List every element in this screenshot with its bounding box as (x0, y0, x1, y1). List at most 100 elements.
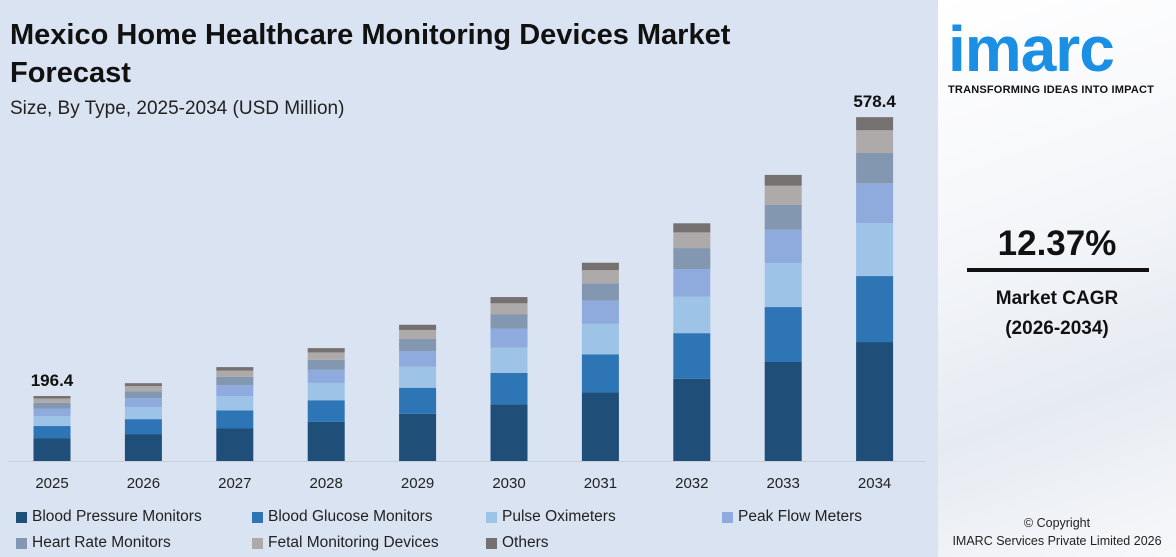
legend-item: Blood Glucose Monitors (252, 508, 433, 526)
bar-segment-others-2025 (33, 396, 71, 399)
x-tick-label: 2027 (218, 475, 251, 492)
x-tick-label: 2031 (584, 475, 617, 492)
legend-swatch (252, 537, 263, 549)
bar-segment-blood-glucose-monitors-2029 (399, 387, 437, 414)
copyright-owner: IMARC Services Private Limited 2026 (952, 534, 1162, 548)
bar-segment-pulse-oximeters-2032 (673, 296, 711, 334)
bar-segment-blood-glucose-monitors-2028 (307, 400, 345, 422)
legend-item: Others (486, 534, 549, 552)
total-label: 196.4 (31, 371, 74, 390)
bar-segment-fetal-monitoring-devices-2033 (764, 185, 802, 205)
x-tick-label: 2026 (127, 475, 160, 492)
bar-segment-heart-rate-monitors-2032 (673, 248, 711, 269)
bar-segment-pulse-oximeters-2034 (856, 223, 894, 277)
bar-segment-pulse-oximeters-2030 (490, 347, 528, 373)
legend-label: Blood Glucose Monitors (268, 508, 433, 525)
bar-segment-others-2030 (490, 297, 528, 304)
legend-label: Fetal Monitoring Devices (268, 534, 439, 551)
legend-item: Peak Flow Meters (722, 508, 862, 526)
bar-segment-others-2027 (216, 367, 254, 371)
bar-segment-blood-glucose-monitors-2026 (124, 419, 162, 435)
bar-segment-pulse-oximeters-2026 (124, 407, 162, 420)
bar-segment-heart-rate-monitors-2033 (764, 204, 802, 230)
bar-segment-peak-flow-meters-2029 (399, 350, 437, 367)
bar-segment-blood-pressure-monitors-2030 (490, 404, 528, 461)
bar-segment-blood-pressure-monitors-2028 (307, 421, 345, 461)
info-panel: imarc TRANSFORMING IDEAS INTO IMPACT 12.… (938, 0, 1176, 557)
bar-segment-heart-rate-monitors-2034 (856, 152, 894, 184)
bar-segment-blood-glucose-monitors-2033 (764, 307, 802, 362)
bar-segment-fetal-monitoring-devices-2029 (399, 329, 437, 339)
legend-label: Blood Pressure Monitors (32, 508, 202, 525)
bar-segment-peak-flow-meters-2025 (33, 408, 71, 417)
divider (967, 268, 1149, 272)
bar-segment-blood-glucose-monitors-2027 (216, 410, 254, 429)
bar-segment-others-2028 (307, 348, 345, 353)
bar-segment-others-2034 (856, 117, 894, 131)
legend-swatch (486, 537, 497, 549)
bar-segment-pulse-oximeters-2033 (764, 262, 802, 308)
bar-segment-pulse-oximeters-2028 (307, 382, 345, 401)
stacked-bar-chart: 2025 196.4 2026 2027 2028 2029 2030 2031 2032 203… (8, 92, 925, 492)
bar-segment-heart-rate-monitors-2028 (307, 359, 345, 370)
bar-segment-blood-glucose-monitors-2032 (673, 333, 711, 379)
bar-segment-peak-flow-meters-2028 (307, 369, 345, 383)
total-label: 578.4 (853, 92, 896, 111)
bar-segment-others-2026 (124, 383, 162, 387)
x-tick-label: 2025 (35, 475, 68, 492)
bar-segment-pulse-oximeters-2031 (581, 323, 619, 355)
cagr-label: Market CAGR (2026-2034) (938, 284, 1176, 344)
legend-swatch (486, 511, 497, 523)
bar-segment-others-2033 (764, 174, 802, 186)
cagr-value: 12.37% (997, 224, 1117, 263)
bar-segment-fetal-monitoring-devices-2034 (856, 130, 894, 153)
chart-title: Mexico Home Healthcare Monitoring Device… (10, 19, 731, 89)
bar-segment-peak-flow-meters-2030 (490, 328, 528, 348)
bar-segment-fetal-monitoring-devices-2031 (581, 270, 619, 284)
bar-segment-blood-pressure-monitors-2029 (399, 413, 437, 461)
bar-segment-fetal-monitoring-devices-2026 (124, 386, 162, 392)
bar-segment-peak-flow-meters-2034 (856, 183, 894, 224)
imarc-logo: imarc TRANSFORMING IDEAS INTO IMPACT (948, 14, 1173, 96)
cagr-period: (2026-2034) (1005, 318, 1109, 339)
legend-label: Others (502, 534, 549, 551)
logo-wordmark: imarc (948, 13, 1115, 85)
bar-segment-heart-rate-monitors-2025 (33, 402, 71, 409)
bar-segment-peak-flow-meters-2033 (764, 229, 802, 263)
bar-segment-blood-pressure-monitors-2027 (216, 428, 254, 461)
bar-segment-blood-glucose-monitors-2031 (581, 354, 619, 393)
bar-segment-blood-glucose-monitors-2025 (33, 426, 71, 439)
legend-item: Heart Rate Monitors (16, 534, 171, 552)
chart-subtitle: Size, By Type, 2025-2034 (USD Million) (10, 98, 345, 119)
bar-segment-others-2032 (673, 223, 711, 233)
legend-item: Blood Pressure Monitors (16, 508, 202, 526)
bar-segment-fetal-monitoring-devices-2030 (490, 303, 528, 315)
bar-segment-blood-glucose-monitors-2030 (490, 372, 528, 405)
bar-segment-fetal-monitoring-devices-2027 (216, 370, 254, 377)
legend-swatch (722, 511, 733, 523)
bar-segment-pulse-oximeters-2025 (33, 416, 71, 427)
bar-segment-peak-flow-meters-2031 (581, 300, 619, 324)
cagr-label-text: Market CAGR (995, 288, 1119, 309)
copyright-text: © Copyright (1023, 516, 1091, 530)
x-tick-label: 2029 (401, 475, 434, 492)
x-tick-label: 2034 (858, 475, 891, 492)
bar-segment-blood-pressure-monitors-2025 (33, 438, 71, 461)
bar-segment-fetal-monitoring-devices-2025 (33, 398, 71, 403)
bar-segment-others-2031 (581, 262, 619, 271)
bar-segment-heart-rate-monitors-2029 (399, 338, 437, 351)
bar-segment-fetal-monitoring-devices-2028 (307, 352, 345, 360)
x-tick-label: 2032 (675, 475, 708, 492)
legend-swatch (252, 511, 263, 523)
bar-segment-blood-pressure-monitors-2026 (124, 434, 162, 461)
legend-swatch (16, 537, 27, 549)
legend-item: Pulse Oximeters (486, 508, 616, 526)
legend-label: Pulse Oximeters (502, 508, 616, 525)
bar-segment-fetal-monitoring-devices-2032 (673, 232, 711, 249)
bar-segment-heart-rate-monitors-2030 (490, 314, 528, 329)
bar-segment-pulse-oximeters-2029 (399, 366, 437, 388)
logo-tagline: TRANSFORMING IDEAS INTO IMPACT (948, 84, 1155, 96)
bar-segment-heart-rate-monitors-2026 (124, 391, 162, 399)
bar-segment-blood-pressure-monitors-2033 (764, 361, 802, 461)
bar-segment-pulse-oximeters-2027 (216, 396, 254, 411)
